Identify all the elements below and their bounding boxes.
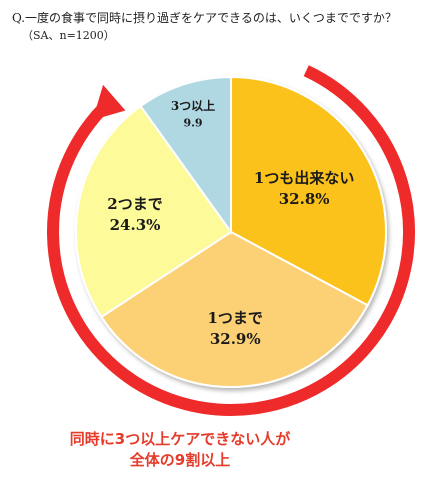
pie-slice xyxy=(230,75,387,307)
slice-value-label: 9.9 xyxy=(183,117,202,130)
callout-line-1: 同時に3つ以上ケアできない人が xyxy=(69,430,291,448)
callout-line-2: 全体の9割以上 xyxy=(129,451,231,469)
slice-category-label: 1つも出来ない xyxy=(254,169,354,187)
question-text: Q.一度の食事で同時に摂り過ぎをケアできるのは、いくつまでですか？ xyxy=(12,11,397,25)
pie-slices xyxy=(75,75,387,388)
pie-slice xyxy=(75,104,233,319)
slice-category-label: 1つまで xyxy=(208,309,263,327)
slice-value-label: 24.3% xyxy=(110,216,161,234)
sample-size-note: （SA、n=1200） xyxy=(22,29,115,42)
arrow-head-icon xyxy=(92,84,126,120)
circular-arrow xyxy=(47,65,415,416)
pie-slice xyxy=(99,230,369,388)
slice-category-label: 2つまで xyxy=(107,195,162,213)
pie-slice xyxy=(139,75,232,236)
slice-category-label: 3つ以上 xyxy=(171,98,215,113)
slice-value-label: 32.8% xyxy=(279,190,330,208)
slice-value-label: 32.9% xyxy=(210,330,261,348)
slice-labels: 1つも出来ない 32.8% 1つまで 32.9% 2つまで 24.3% 3つ以上 9.9 xyxy=(107,98,354,348)
